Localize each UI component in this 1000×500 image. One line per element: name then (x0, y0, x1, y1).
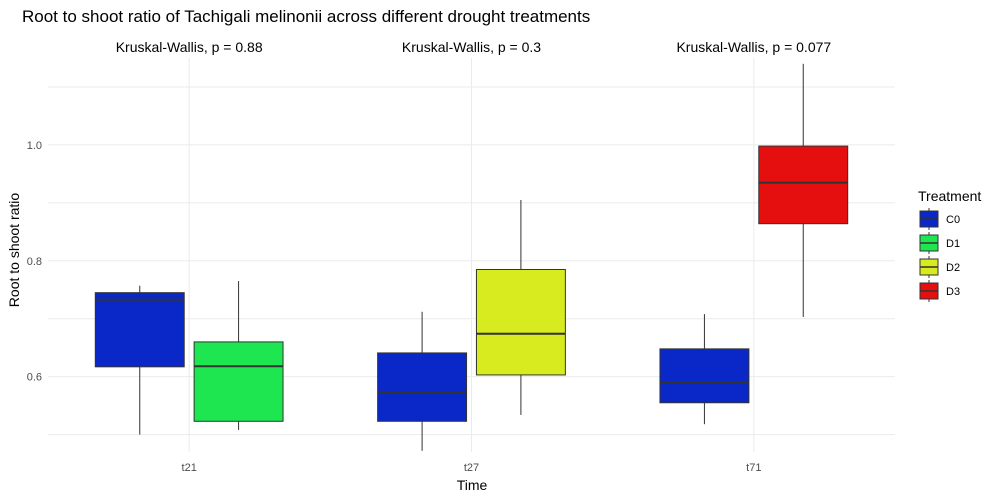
x-axis-label: Time (457, 477, 488, 493)
y-tick-label: 0.6 (27, 372, 42, 384)
boxplot-t21-C0 (94, 285, 185, 435)
x-axis-ticks: t21 t27 t71 (182, 462, 762, 474)
box (659, 348, 750, 404)
legend-label: D1 (946, 238, 960, 250)
box (193, 341, 284, 422)
legend-label: C0 (946, 214, 960, 226)
legend-item-D3: D3 (919, 280, 960, 302)
x-tick-label: t71 (746, 462, 761, 474)
y-tick-label: 1.0 (27, 140, 42, 152)
box (758, 145, 849, 225)
box (94, 292, 185, 368)
legend-item-D2: D2 (919, 256, 960, 278)
boxplot-t27-C0 (377, 311, 468, 451)
chart-title: Root to shoot ratio of Tachigali melinon… (22, 7, 590, 26)
kruskal-wallis-annotation: Kruskal-Wallis, p = 0.077 (676, 39, 831, 55)
annotations: Kruskal-Wallis, p = 0.88 Kruskal-Wallis, … (116, 39, 832, 55)
legend-label: D3 (946, 286, 960, 298)
boxplot-t71-C0 (659, 314, 750, 425)
y-tick-label: 0.8 (27, 256, 42, 268)
box (377, 352, 468, 422)
kruskal-wallis-annotation: Kruskal-Wallis, p = 0.3 (402, 39, 541, 55)
x-tick-label: t27 (464, 462, 479, 474)
legend: Treatment C0 D1 D2 D3 (918, 188, 981, 302)
boxplots (94, 63, 849, 451)
legend-label: D2 (946, 262, 960, 274)
legend-item-C0: C0 (919, 208, 960, 230)
x-tick-label: t21 (182, 462, 197, 474)
kruskal-wallis-annotation: Kruskal-Wallis, p = 0.88 (116, 39, 263, 55)
legend-title: Treatment (918, 188, 981, 204)
boxplot-t21-D1 (193, 281, 284, 430)
legend-item-D1: D1 (919, 232, 960, 254)
box (475, 268, 566, 376)
y-axis-label: Root to shoot ratio (6, 193, 22, 308)
boxplot-t71-D3 (758, 63, 849, 317)
y-axis-ticks: 0.6 0.8 1.0 (27, 140, 42, 384)
boxplot-t27-D2 (475, 199, 566, 415)
grid (48, 58, 895, 452)
